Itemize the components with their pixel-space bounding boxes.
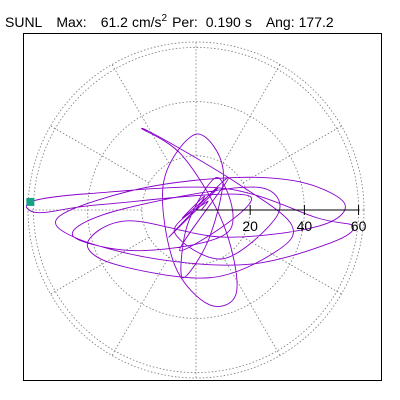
spoke — [222, 256, 281, 356]
r-tick-label: 20 — [242, 218, 258, 234]
chart-header: SUNL Max: 61.2 cm/s2 Per: 0.190 s Ang: 177.2 — [5, 13, 334, 30]
per-value: 0.190 — [206, 14, 241, 30]
peak-marker — [26, 197, 35, 206]
orbit — [25, 127, 355, 307]
outer-circle — [27, 41, 365, 379]
ang-value: 177.2 — [299, 14, 334, 30]
per-unit: s — [245, 14, 252, 30]
r-tick-label: 40 — [297, 218, 313, 234]
ang-label: Ang: — [266, 14, 295, 30]
spoke — [242, 125, 342, 184]
spoke — [111, 64, 170, 164]
spoke — [222, 64, 281, 164]
r-tick-label: 60 — [351, 218, 367, 234]
spoke — [50, 236, 150, 295]
max-label: Max: — [56, 14, 86, 30]
spoke — [242, 236, 342, 295]
max-unit-exp: 2 — [162, 13, 168, 24]
spoke — [111, 256, 170, 356]
spoke — [50, 125, 150, 184]
station: SUNL — [5, 14, 43, 30]
plot-frame — [23, 33, 382, 381]
max-value: 61.2 — [101, 14, 128, 30]
per-label: Per: — [172, 14, 198, 30]
max-unit: cm/s — [132, 14, 162, 30]
